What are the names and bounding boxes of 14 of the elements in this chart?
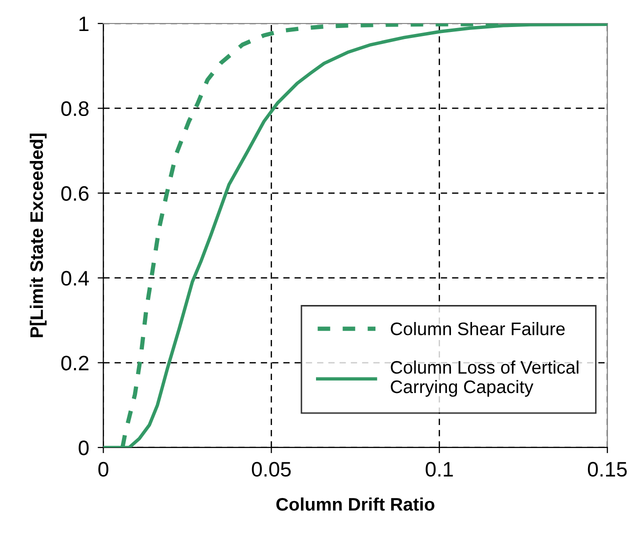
x-tick-label: 0.1	[426, 462, 453, 477]
y-tick-label: 0	[78, 440, 89, 456]
y-tick-label: 0.2	[61, 356, 88, 370]
y-axis-title: P[Limit State Exceeded]	[30, 134, 47, 338]
x-tick-label: 0.05	[252, 462, 291, 477]
y-tick-label: 0.8	[61, 101, 89, 116]
legend-label: Column Shear Failure	[390, 322, 565, 336]
x-tick-label: 0	[98, 462, 108, 477]
y-tick-label: 0.4	[61, 270, 89, 286]
y-tick-label: 0.6	[61, 186, 89, 201]
y-tick-label: 1	[79, 16, 88, 32]
legend-label: Column Loss of Vertical Carrying Capacity	[390, 360, 578, 397]
x-axis-title: Column Drift Ratio	[276, 497, 434, 511]
x-tick-label: 0.15	[588, 462, 627, 477]
